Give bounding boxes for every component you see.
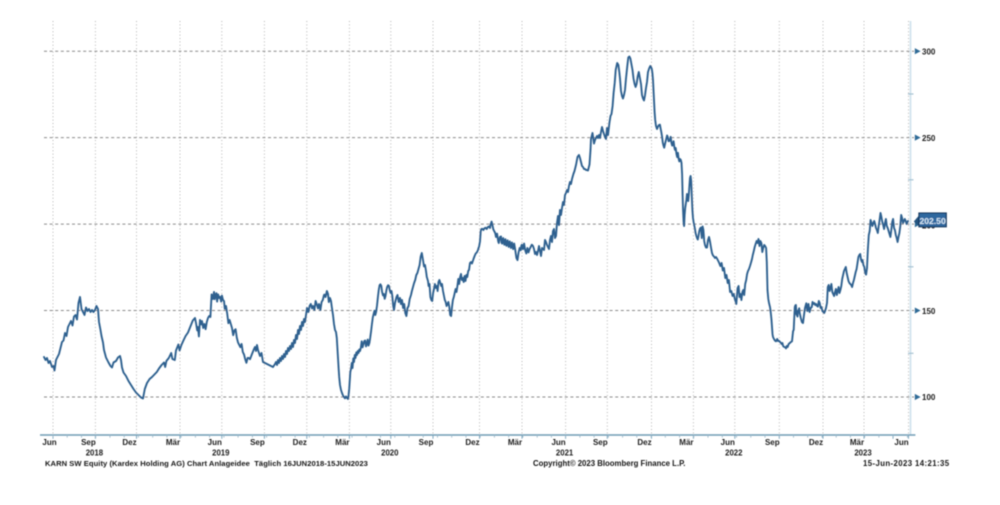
svg-text:Dez: Dez: [465, 438, 479, 447]
svg-text:Sep: Sep: [765, 438, 780, 447]
svg-text:150: 150: [922, 307, 936, 316]
svg-text:2020: 2020: [381, 448, 399, 457]
svg-text:Mär: Mär: [850, 438, 864, 447]
svg-text:Mär: Mär: [166, 438, 180, 447]
svg-text:2023: 2023: [854, 448, 872, 457]
svg-text:Jun: Jun: [551, 438, 565, 447]
svg-text:Sep: Sep: [250, 438, 265, 447]
svg-text:300: 300: [922, 47, 936, 56]
svg-text:Dez: Dez: [637, 438, 651, 447]
svg-text:250: 250: [922, 134, 936, 143]
svg-text:Dez: Dez: [293, 438, 307, 447]
svg-text:2021: 2021: [556, 448, 574, 457]
svg-text:202.50: 202.50: [919, 216, 946, 226]
svg-text:2018: 2018: [86, 448, 104, 457]
svg-text:Jun: Jun: [208, 438, 222, 447]
svg-text:2022: 2022: [725, 448, 743, 457]
svg-text:2019: 2019: [212, 448, 230, 457]
svg-text:KARN SW Equity (Kardex Holding: KARN SW Equity (Kardex Holding AG) Chart…: [45, 459, 368, 468]
svg-text:Dez: Dez: [122, 438, 136, 447]
svg-text:Sep: Sep: [81, 438, 96, 447]
svg-text:Jun: Jun: [894, 438, 908, 447]
svg-text:Mär: Mär: [335, 438, 349, 447]
svg-text:Sep: Sep: [593, 438, 608, 447]
svg-text:Jun: Jun: [377, 438, 391, 447]
svg-text:Jun: Jun: [721, 438, 735, 447]
svg-text:Sep: Sep: [419, 438, 434, 447]
svg-text:Jun: Jun: [42, 438, 56, 447]
svg-text:100: 100: [922, 393, 936, 402]
svg-text:Mär: Mär: [508, 438, 522, 447]
svg-text:15-Jun-2023 14:21:35: 15-Jun-2023 14:21:35: [863, 459, 950, 468]
svg-text:Mär: Mär: [679, 438, 693, 447]
svg-text:Dez: Dez: [809, 438, 823, 447]
svg-text:Copyright© 2023 Bloomberg Fina: Copyright© 2023 Bloomberg Finance L.P.: [533, 459, 685, 468]
